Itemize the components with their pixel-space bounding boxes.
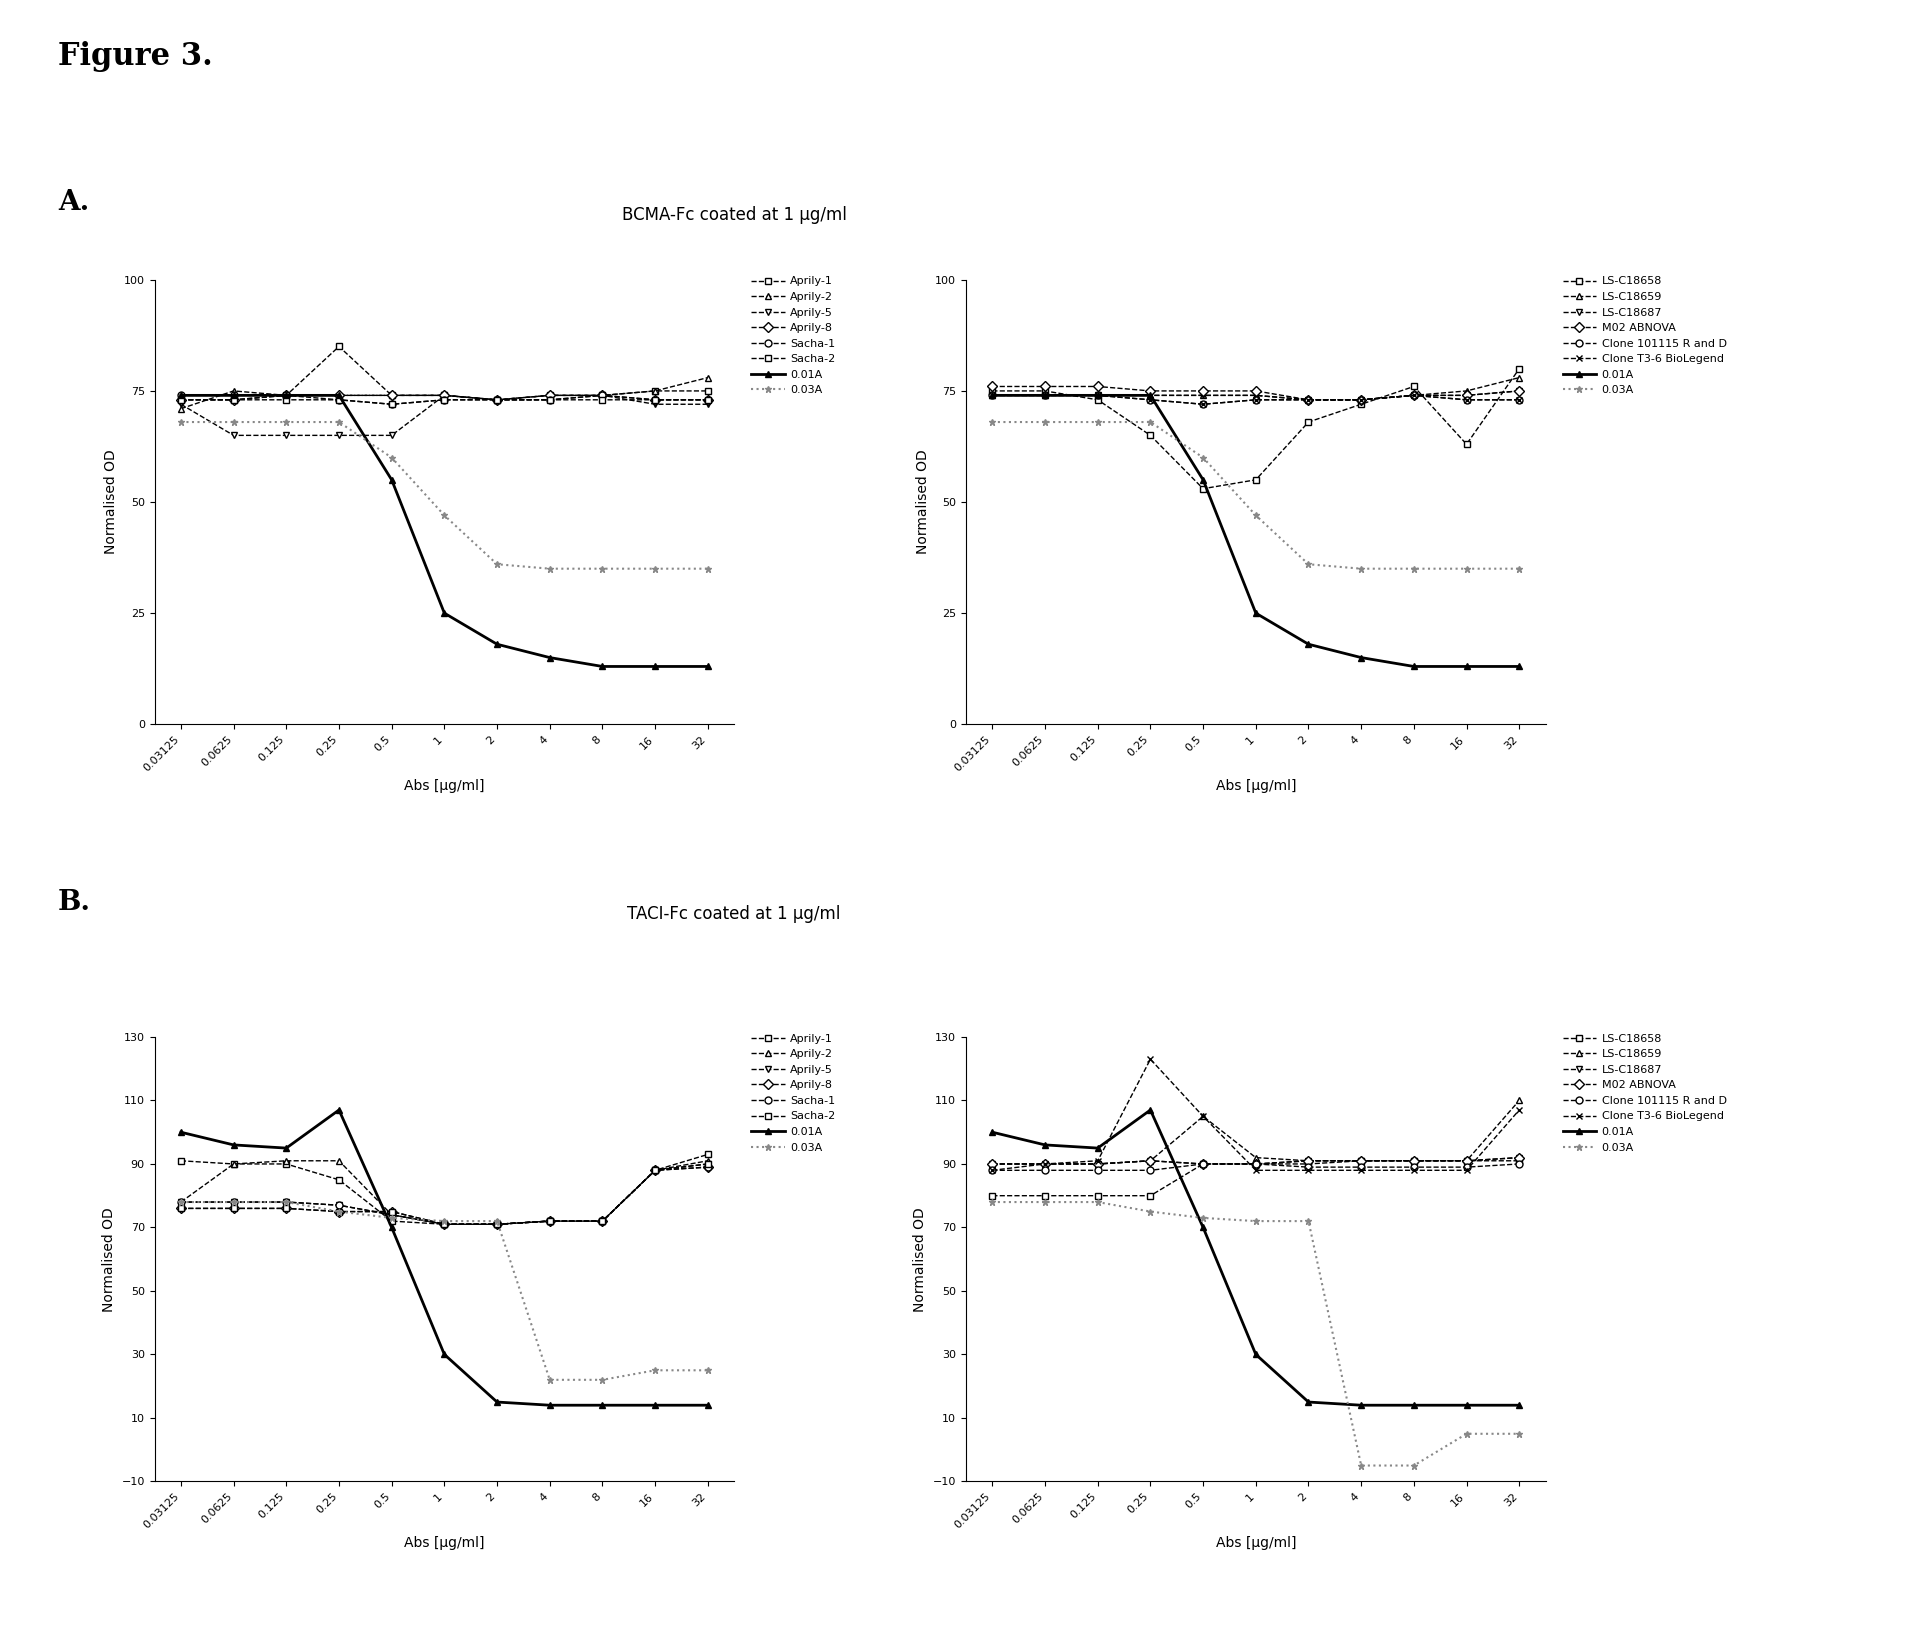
Legend: LS-C18658, LS-C18659, LS-C18687, M02 ABNOVA, Clone 101115 R and D, Clone T3-6 Bi: LS-C18658, LS-C18659, LS-C18687, M02 ABN… (1563, 1034, 1727, 1152)
Text: TACI-Fc coated at 1 μg/ml: TACI-Fc coated at 1 μg/ml (628, 905, 840, 923)
Y-axis label: Normalised OD: Normalised OD (916, 449, 929, 555)
X-axis label: Abs [μg/ml]: Abs [μg/ml] (404, 1536, 485, 1551)
Y-axis label: Normalised OD: Normalised OD (914, 1207, 927, 1312)
Y-axis label: Normalised OD: Normalised OD (102, 1207, 116, 1312)
Legend: Aprily-1, Aprily-2, Aprily-5, Aprily-8, Sacha-1, Sacha-2, 0.01A, 0.03A: Aprily-1, Aprily-2, Aprily-5, Aprily-8, … (752, 277, 835, 395)
Text: B.: B. (58, 889, 91, 915)
Legend: Aprily-1, Aprily-2, Aprily-5, Aprily-8, Sacha-1, Sacha-2, 0.01A, 0.03A: Aprily-1, Aprily-2, Aprily-5, Aprily-8, … (752, 1034, 835, 1152)
X-axis label: Abs [μg/ml]: Abs [μg/ml] (1215, 1536, 1296, 1551)
Text: Figure 3.: Figure 3. (58, 41, 213, 72)
Y-axis label: Normalised OD: Normalised OD (104, 449, 118, 555)
X-axis label: Abs [μg/ml]: Abs [μg/ml] (404, 779, 485, 793)
Text: A.: A. (58, 189, 89, 216)
X-axis label: Abs [μg/ml]: Abs [μg/ml] (1215, 779, 1296, 793)
Legend: LS-C18658, LS-C18659, LS-C18687, M02 ABNOVA, Clone 101115 R and D, Clone T3-6 Bi: LS-C18658, LS-C18659, LS-C18687, M02 ABN… (1563, 277, 1727, 395)
Text: BCMA-Fc coated at 1 μg/ml: BCMA-Fc coated at 1 μg/ml (622, 206, 846, 224)
